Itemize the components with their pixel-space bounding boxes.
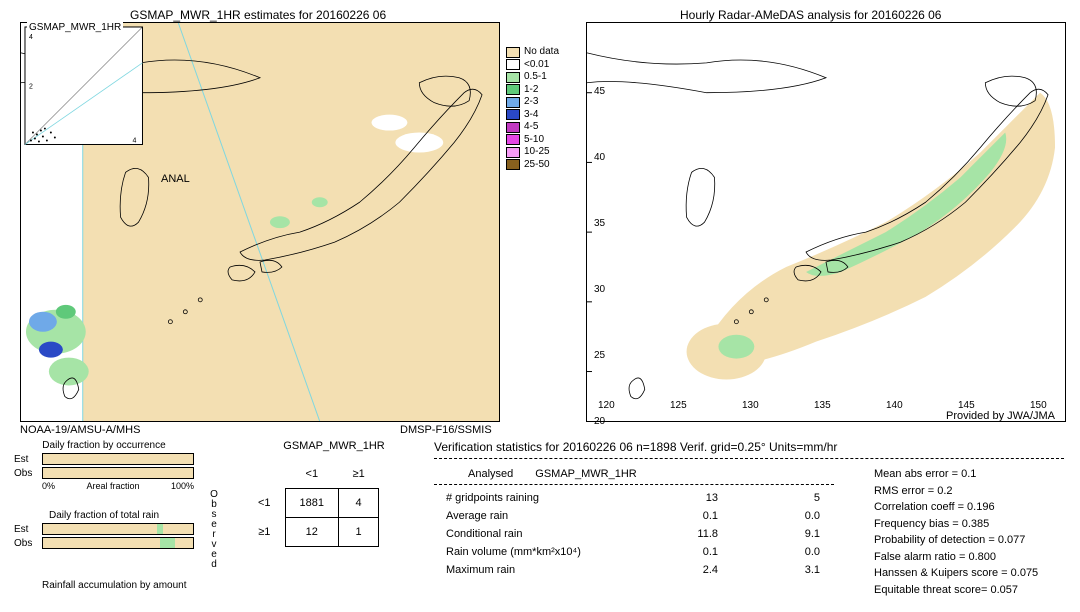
stat-line: Correlation coeff = 0.196 [874,499,1038,516]
xtick-label: 120 [598,400,615,411]
legend-label: 1-2 [524,84,538,97]
svg-text:4: 4 [29,34,33,41]
right-map-svg [587,23,1065,421]
obs-label: Obs [14,468,38,479]
legend-row: 4-5 [506,121,559,134]
legend-swatch [506,47,520,58]
ct-d: 1 [339,518,379,547]
ytick-label: 40 [594,152,605,163]
legend-swatch [506,97,520,108]
legend-swatch [506,59,520,70]
ytick-label: 30 [594,284,605,295]
stat-line: RMS error = 0.2 [874,483,1038,500]
legend-label: 4-5 [524,121,538,134]
ytick-label: 35 [594,218,605,229]
verif-row: Average rain0.10.0 [436,508,830,524]
xtick-label: 125 [670,400,687,411]
bars-total-title: Daily fraction of total rain [14,510,194,521]
ytick-label: 45 [594,86,605,97]
stat-line: Equitable threat score= 0.057 [874,582,1038,599]
axis-0: 0% [42,481,55,491]
legend-row: 10-25 [506,146,559,159]
verif-row: Maximum rain2.43.1 [436,562,830,578]
legend-row: No data [506,46,559,59]
legend-label: 25-50 [524,159,550,172]
left-map-footer-left: NOAA-19/AMSU-A/MHS [20,424,140,436]
legend-label: 3-4 [524,109,538,122]
ct-title: GSMAP_MWR_1HR [244,440,424,452]
legend-swatch [506,72,520,83]
axis-mid: Areal fraction [86,481,139,491]
observed-vert-label: Observed [209,490,219,570]
xtick-label: 130 [742,400,759,411]
stat-line: Hanssen & Kuipers score = 0.075 [874,565,1038,582]
legend-row: 1-2 [506,84,559,97]
legend-label: <0.01 [524,59,549,72]
bars-total: Daily fraction of total rain Est Obs [14,510,194,551]
bars-occ-title: Daily fraction by occurrence [14,440,194,451]
svg-text:2: 2 [29,84,33,91]
stat-line: Frequency bias = 0.385 [874,516,1038,533]
legend-label: 5-10 [524,134,544,147]
xtick-label: 135 [814,400,831,411]
right-map-title: Hourly Radar-AMeDAS analysis for 2016022… [680,8,941,22]
ct-a: 1881 [285,489,338,518]
contingency-table: <1≥1 <1 1881 4 ≥1 12 1 [244,460,379,547]
ytick-label: 20 [594,416,605,427]
legend-label: 2-3 [524,96,538,109]
right-map-panel [586,22,1066,422]
legend-swatch [506,159,520,170]
left-map-title: GSMAP_MWR_1HR estimates for 20160226 06 [130,8,386,22]
legend-swatch [506,147,520,158]
right-map-footer: Provided by JWA/JMA [946,410,1055,422]
ytick-label: 25 [594,350,605,361]
col-analysed: Analysed [458,466,523,482]
legend-swatch [506,109,520,120]
stat-line: Mean abs error = 0.1 [874,466,1038,483]
svg-text:4: 4 [133,138,137,145]
legend-label: 10-25 [524,146,550,159]
left-map-panel: 4 2 4 GSMAP_MWR_1HR ANAL [20,22,500,422]
stat-line: False alarm ratio = 0.800 [874,549,1038,566]
legend-label: No data [524,46,559,59]
legend-swatch [506,122,520,133]
legend: No data<0.010.5-11-22-33-44-55-1010-2525… [506,46,559,171]
legend-label: 0.5-1 [524,71,547,84]
legend-swatch [506,134,520,145]
legend-swatch [506,84,520,95]
axis-100: 100% [171,481,194,491]
inset-label: GSMAP_MWR_1HR [27,22,123,33]
stat-line: Probability of detection = 0.077 [874,532,1038,549]
verif-header: Verification statistics for 20160226 06 … [434,440,837,454]
ct-c: 12 [285,518,338,547]
verif-row: # gridpoints raining135 [436,490,830,506]
bars-occurrence: Daily fraction by occurrence Est Obs 0% … [14,440,194,491]
est-label: Est [14,454,38,465]
left-map-footer-right: DMSP-F16/SSMIS [400,424,492,436]
verif-row: Rain volume (mm*km²x10⁴)0.10.0 [436,544,830,560]
xtick-label: 140 [886,400,903,411]
legend-row: 0.5-1 [506,71,559,84]
verif-rows: # gridpoints raining135 Average rain0.10.… [434,488,832,580]
col-model: GSMAP_MWR_1HR [525,466,646,482]
divider-1 [434,458,1064,459]
legend-row: 5-10 [506,134,559,147]
bars-accum-title: Rainfall accumulation by amount [42,580,187,591]
legend-row: 2-3 [506,96,559,109]
verif-table: Analysed GSMAP_MWR_1HR [434,464,649,484]
ct-b: 4 [339,489,379,518]
left-map-svg: 4 2 4 [21,23,499,421]
legend-row: <0.01 [506,59,559,72]
legend-row: 25-50 [506,159,559,172]
verif-row: Conditional rain11.89.1 [436,526,830,542]
legend-row: 3-4 [506,109,559,122]
divider-2 [434,484,834,485]
stat-lines: Mean abs error = 0.1RMS error = 0.2Corre… [874,466,1038,598]
stats-area: Daily fraction by occurrence Est Obs 0% … [14,440,1066,610]
anal-label: ANAL [161,173,190,185]
